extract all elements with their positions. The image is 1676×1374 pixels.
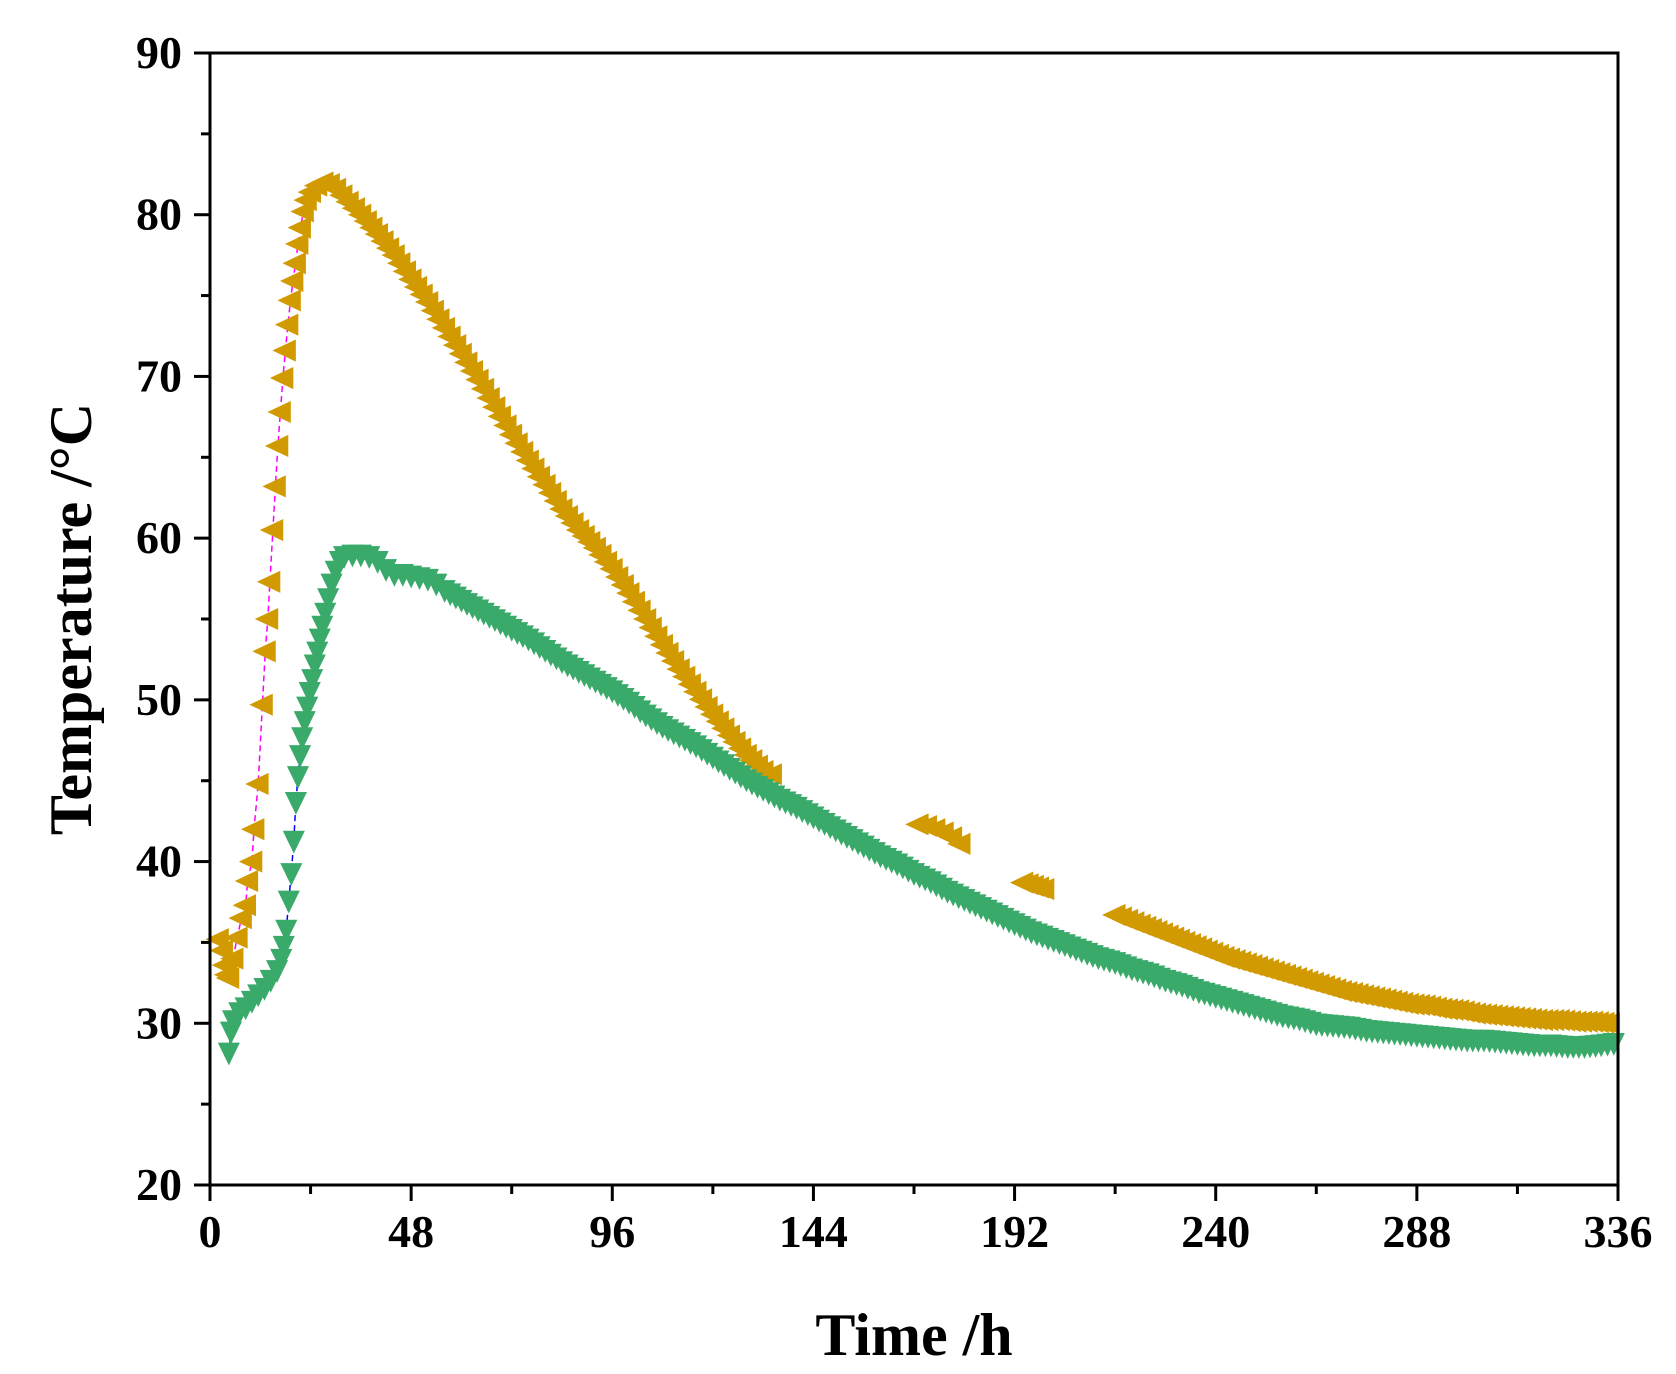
axes: 0 48 96 144 192 240 288 336 20 30 40 50 60 70 80 90 <box>136 27 1653 1257</box>
data-point <box>249 693 273 716</box>
x-tick-label: 240 <box>1181 1206 1250 1257</box>
data-point <box>245 772 269 795</box>
x-tick-label: 288 <box>1382 1206 1451 1257</box>
y-tick-label: 50 <box>136 674 182 725</box>
y-tick-label: 20 <box>136 1159 182 1210</box>
data-point <box>308 628 331 652</box>
data-point <box>280 863 303 886</box>
data-point <box>274 313 299 336</box>
y-tick-label: 80 <box>136 189 182 240</box>
data-point <box>1596 1012 1621 1035</box>
plot-frame <box>208 51 1620 1187</box>
data-point <box>272 935 295 959</box>
data-point <box>287 216 311 239</box>
data-point <box>282 252 306 275</box>
series-layer <box>205 171 1625 1066</box>
data-point <box>270 948 293 972</box>
data-point <box>267 400 291 424</box>
y-tick-label: 60 <box>136 512 182 563</box>
y-tick-label: 70 <box>136 350 182 401</box>
data-point <box>1030 878 1055 901</box>
x-tick-label: 48 <box>388 1206 434 1257</box>
data-point <box>220 947 244 970</box>
data-point <box>301 669 324 692</box>
data-point <box>238 850 263 873</box>
data-point <box>758 763 782 786</box>
x-tick-label: 96 <box>589 1206 635 1257</box>
y-axis-title: Temperature /°C <box>38 403 104 835</box>
data-point <box>277 289 301 312</box>
data-point <box>224 926 248 949</box>
data-point <box>296 696 319 720</box>
data-point <box>275 919 298 943</box>
data-point <box>289 745 312 768</box>
data-point <box>284 791 307 815</box>
data-point <box>282 830 305 854</box>
data-point <box>303 654 326 678</box>
data-point <box>314 602 337 626</box>
data-point <box>285 232 309 255</box>
data-point <box>234 869 259 893</box>
data-point <box>306 641 329 665</box>
y-tick-label: 90 <box>136 27 182 78</box>
series-1 <box>205 171 1621 1035</box>
data-point <box>254 607 279 631</box>
data-point <box>241 818 265 841</box>
data-point <box>252 640 276 663</box>
data-point <box>219 1021 243 1045</box>
data-point <box>217 1042 240 1066</box>
data-point <box>215 966 240 990</box>
data-point <box>269 366 294 390</box>
series-2-line <box>228 553 1614 1053</box>
y-tick-label: 30 <box>136 997 182 1048</box>
data-point <box>317 588 340 611</box>
y-tick-label: 40 <box>136 836 182 887</box>
data-point <box>291 727 314 751</box>
data-point <box>298 682 321 705</box>
series-2 <box>217 544 1625 1066</box>
data-point <box>232 894 257 917</box>
x-tick-label: 144 <box>779 1206 848 1257</box>
data-point <box>947 832 971 855</box>
data-point <box>264 434 289 458</box>
data-point <box>279 269 304 293</box>
data-point <box>311 615 334 639</box>
data-point <box>286 766 310 789</box>
data-point <box>259 519 284 542</box>
data-point <box>228 907 252 930</box>
x-tick-label: 0 <box>199 1206 222 1257</box>
data-point <box>262 475 286 498</box>
x-tick-label: 192 <box>980 1206 1049 1257</box>
x-axis-title: Time /h <box>815 1302 1012 1368</box>
data-point <box>272 339 296 362</box>
x-tick-label: 336 <box>1584 1206 1653 1257</box>
data-point <box>277 890 300 914</box>
data-point <box>293 711 316 734</box>
data-point <box>256 570 281 593</box>
